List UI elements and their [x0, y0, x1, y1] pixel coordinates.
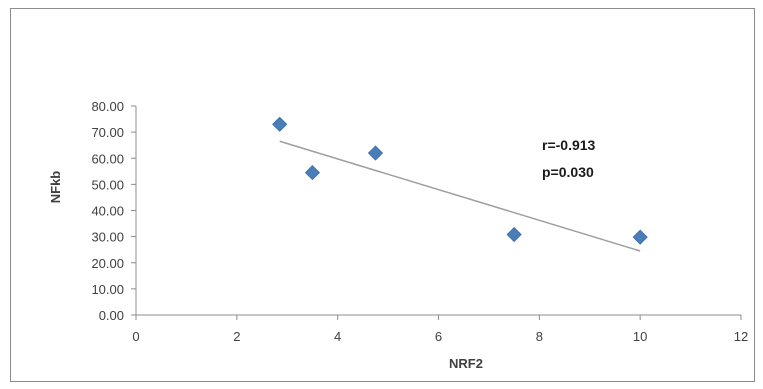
- y-axis-title: NFkb: [48, 171, 63, 204]
- chart-frame: [10, 8, 755, 382]
- y-tick-label: 20.00: [91, 256, 124, 271]
- y-tick-label: 0.00: [99, 308, 124, 323]
- x-tick-label: 0: [132, 329, 139, 344]
- y-tick-label: 70.00: [91, 125, 124, 140]
- x-axis-title: NRF2: [449, 356, 483, 371]
- trendline-group: [279, 140, 641, 252]
- p-value-label: p=0.030: [542, 164, 594, 180]
- axes: [135, 106, 741, 316]
- y-tick-label: 40.00: [91, 204, 124, 219]
- x-tick-label: 2: [233, 329, 240, 344]
- data-point: [304, 165, 321, 181]
- y-tick-label: 80.00: [91, 99, 124, 114]
- data-point: [506, 226, 522, 243]
- x-tick-label: 12: [734, 329, 748, 344]
- data-point: [632, 229, 648, 245]
- y-tick-label: 30.00: [91, 230, 124, 245]
- x-tick-label: 8: [536, 329, 543, 344]
- y-tick-label: 50.00: [91, 177, 124, 192]
- trendline: [279, 140, 641, 252]
- x-tick-labels: 0 2 4 6 8 10 12: [132, 315, 748, 344]
- y-tick-label: 60.00: [91, 151, 124, 166]
- y-tick-labels: 0.00 10.00 20.00 30.00 40.00 50.00 60.00 70.00 8…: [91, 99, 136, 323]
- data-point: [272, 116, 288, 132]
- data-points: [272, 116, 648, 245]
- data-point: [367, 145, 384, 161]
- x-tick-label: 4: [334, 329, 341, 344]
- y-tick-label: 10.00: [91, 282, 124, 297]
- x-tick-label: 6: [435, 329, 442, 344]
- correlation-label: r=-0.913: [542, 137, 596, 153]
- x-tick-label: 10: [633, 329, 647, 344]
